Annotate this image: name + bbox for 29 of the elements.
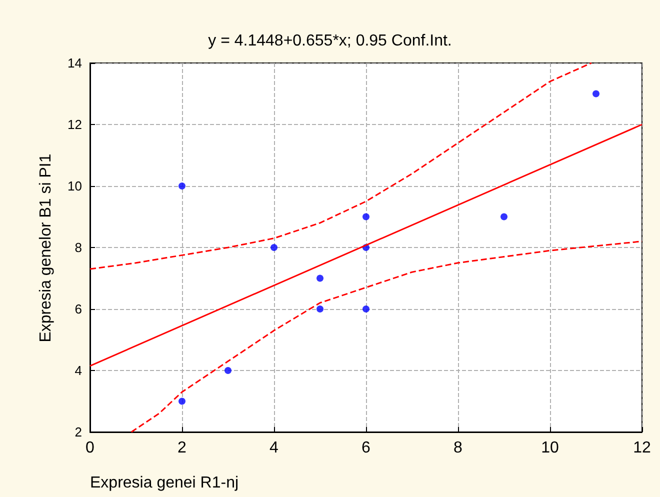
y-tick-label: 4 <box>74 363 82 378</box>
point <box>592 90 600 98</box>
x-axis-title: Expresia genei R1-nj <box>90 474 239 492</box>
chart-title: y = 4.1448+0.655*x; 0.95 Conf.Int. <box>208 32 452 50</box>
line-series <box>130 240 643 433</box>
point <box>270 244 278 251</box>
y-tick-label: 10 <box>68 178 82 194</box>
x-tick-label: 4 <box>270 440 279 456</box>
y-tick-label: 2 <box>74 424 82 440</box>
point <box>316 274 324 282</box>
x-tick-label: 6 <box>362 440 371 456</box>
point <box>178 182 186 190</box>
x-tick-label: 8 <box>454 440 463 456</box>
point <box>500 213 508 220</box>
x-tick-label: 2 <box>178 440 187 456</box>
line-series <box>89 62 592 270</box>
point <box>224 367 232 374</box>
x-tick-label: 10 <box>541 440 559 456</box>
y-axis-title: Expresia genelor B1 si PI1 <box>38 154 54 342</box>
y-tick-label: 12 <box>68 117 82 132</box>
point <box>316 306 324 312</box>
x-tick-label: 0 <box>86 440 95 456</box>
y-tick-label: 8 <box>74 240 82 255</box>
point <box>362 213 370 220</box>
point <box>362 306 370 312</box>
point <box>178 398 186 405</box>
x-tick-label: 12 <box>633 440 651 456</box>
y-tick-label: 14 <box>68 56 82 70</box>
y-tick-label: 6 <box>74 302 82 316</box>
